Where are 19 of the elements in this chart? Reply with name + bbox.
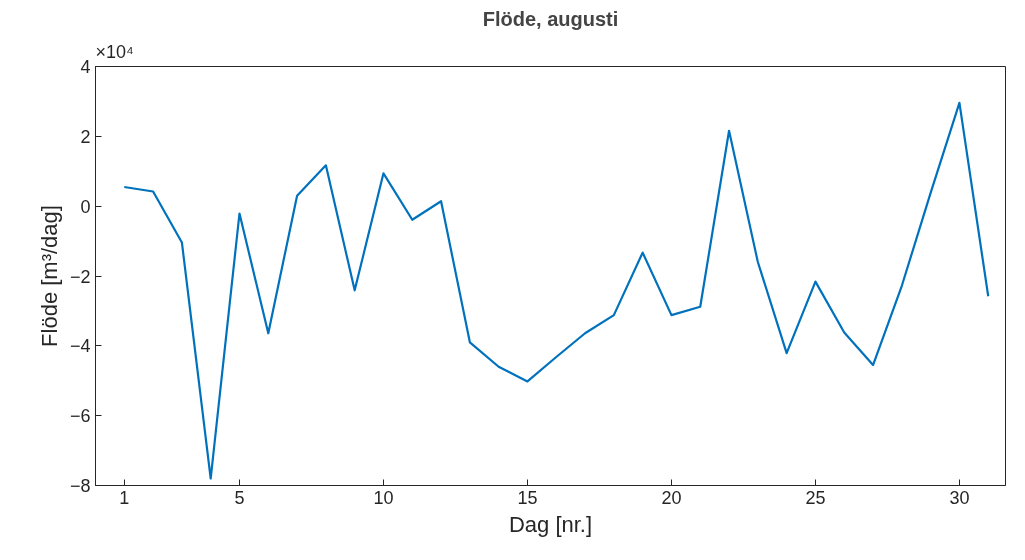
- x-tick-label: 25: [805, 487, 826, 508]
- line-series: [123, 101, 990, 480]
- x-axis-title: Dag [nr.]: [508, 511, 593, 537]
- chart-title: Flöde, augusti: [482, 7, 619, 30]
- y-tick-label: −4: [69, 336, 91, 357]
- y-tick-label: 4: [80, 57, 91, 77]
- x-tick-label: 10: [373, 487, 394, 508]
- y-tick-label: 2: [80, 126, 91, 147]
- y-axis-title: Flöde [m³/dag]: [36, 205, 62, 347]
- text: ×10⁴: [95, 41, 134, 62]
- y-tick-label: −6: [69, 406, 91, 427]
- x-tick-label: 15: [517, 487, 538, 508]
- x-tick-label: 30: [949, 487, 970, 508]
- y-tick-label: 0: [80, 196, 91, 217]
- y-tick-label: −2: [69, 266, 91, 287]
- x-tick-label: 20: [661, 487, 682, 508]
- x-tick-label: 1: [119, 487, 130, 508]
- y-tick-label: −8: [69, 476, 91, 496]
- x-tick-label: 5: [234, 487, 245, 508]
